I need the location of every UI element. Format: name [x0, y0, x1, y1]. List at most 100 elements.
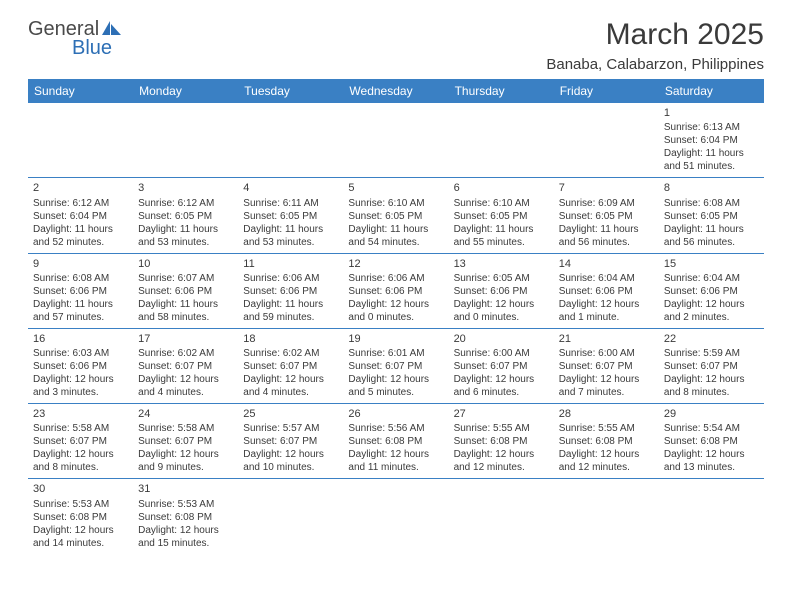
day-info-line: Sunset: 6:06 PM	[348, 285, 443, 298]
day-info-line: Daylight: 12 hours	[138, 524, 233, 537]
day-number: 2	[33, 181, 128, 195]
day-info-line: Sunrise: 6:08 AM	[664, 197, 759, 210]
weekday-header: Friday	[554, 79, 659, 103]
day-info-line: Sunrise: 5:55 AM	[454, 422, 549, 435]
day-info-line: Sunrise: 5:58 AM	[33, 422, 128, 435]
day-info-line: Sunset: 6:08 PM	[348, 435, 443, 448]
calendar-row: 1Sunrise: 6:13 AMSunset: 6:04 PMDaylight…	[28, 103, 764, 178]
day-info-line: and 6 minutes.	[454, 386, 549, 399]
day-info-line: and 11 minutes.	[348, 461, 443, 474]
calendar-cell: 29Sunrise: 5:54 AMSunset: 6:08 PMDayligh…	[659, 404, 764, 479]
day-info-line: Daylight: 12 hours	[138, 373, 233, 386]
calendar-cell: 23Sunrise: 5:58 AMSunset: 6:07 PMDayligh…	[28, 404, 133, 479]
calendar-cell: 5Sunrise: 6:10 AMSunset: 6:05 PMDaylight…	[343, 178, 448, 253]
calendar-cell: 11Sunrise: 6:06 AMSunset: 6:06 PMDayligh…	[238, 253, 343, 328]
day-number: 12	[348, 257, 443, 271]
calendar-cell	[659, 479, 764, 554]
calendar-cell: 17Sunrise: 6:02 AMSunset: 6:07 PMDayligh…	[133, 328, 238, 403]
title-block: March 2025 Banaba, Calabarzon, Philippin…	[546, 18, 764, 73]
day-info-line: Daylight: 11 hours	[664, 147, 759, 160]
day-info-line: Daylight: 11 hours	[138, 223, 233, 236]
calendar-row: 23Sunrise: 5:58 AMSunset: 6:07 PMDayligh…	[28, 404, 764, 479]
day-info-line: Daylight: 12 hours	[243, 373, 338, 386]
calendar-cell: 21Sunrise: 6:00 AMSunset: 6:07 PMDayligh…	[554, 328, 659, 403]
day-info-line: Sunrise: 6:06 AM	[348, 272, 443, 285]
day-info-line: Sunrise: 6:05 AM	[454, 272, 549, 285]
day-number: 13	[454, 257, 549, 271]
calendar-cell: 7Sunrise: 6:09 AMSunset: 6:05 PMDaylight…	[554, 178, 659, 253]
day-number: 8	[664, 181, 759, 195]
day-info-line: and 8 minutes.	[664, 386, 759, 399]
day-info-line: and 56 minutes.	[559, 236, 654, 249]
day-info-line: and 12 minutes.	[454, 461, 549, 474]
calendar-cell: 13Sunrise: 6:05 AMSunset: 6:06 PMDayligh…	[449, 253, 554, 328]
day-info-line: Sunrise: 6:03 AM	[33, 347, 128, 360]
day-number: 10	[138, 257, 233, 271]
calendar-cell: 25Sunrise: 5:57 AMSunset: 6:07 PMDayligh…	[238, 404, 343, 479]
day-info-line: Daylight: 11 hours	[33, 223, 128, 236]
logo: GeneralBlue	[28, 18, 123, 60]
calendar-cell	[449, 103, 554, 178]
day-info-line: Sunset: 6:06 PM	[33, 360, 128, 373]
day-info-line: Sunrise: 5:53 AM	[33, 498, 128, 511]
logo-text-blue: Blue	[72, 37, 112, 59]
day-info-line: and 53 minutes.	[138, 236, 233, 249]
day-number: 27	[454, 407, 549, 421]
day-number: 19	[348, 332, 443, 346]
day-number: 28	[559, 407, 654, 421]
day-info-line: Daylight: 11 hours	[243, 298, 338, 311]
calendar-cell: 10Sunrise: 6:07 AMSunset: 6:06 PMDayligh…	[133, 253, 238, 328]
day-info-line: Daylight: 11 hours	[664, 223, 759, 236]
day-info-line: Sunset: 6:06 PM	[559, 285, 654, 298]
calendar-cell: 18Sunrise: 6:02 AMSunset: 6:07 PMDayligh…	[238, 328, 343, 403]
day-number: 15	[664, 257, 759, 271]
day-info-line: Sunrise: 5:56 AM	[348, 422, 443, 435]
day-number: 1	[664, 106, 759, 120]
day-info-line: and 4 minutes.	[243, 386, 338, 399]
day-info-line: Daylight: 11 hours	[454, 223, 549, 236]
day-info-line: Sunset: 6:08 PM	[454, 435, 549, 448]
day-info-line: Sunset: 6:05 PM	[138, 210, 233, 223]
weekday-header: Sunday	[28, 79, 133, 103]
day-info-line: Sunset: 6:08 PM	[138, 511, 233, 524]
calendar-cell	[343, 479, 448, 554]
calendar-row: 2Sunrise: 6:12 AMSunset: 6:04 PMDaylight…	[28, 178, 764, 253]
day-info-line: Sunset: 6:07 PM	[348, 360, 443, 373]
day-info-line: Sunset: 6:07 PM	[243, 360, 338, 373]
calendar-table: SundayMondayTuesdayWednesdayThursdayFrid…	[28, 79, 764, 554]
day-number: 30	[33, 482, 128, 496]
day-info-line: Sunset: 6:08 PM	[559, 435, 654, 448]
day-info-line: and 10 minutes.	[243, 461, 338, 474]
location: Banaba, Calabarzon, Philippines	[546, 56, 764, 73]
day-info-line: and 55 minutes.	[454, 236, 549, 249]
day-number: 24	[138, 407, 233, 421]
day-info-line: and 8 minutes.	[33, 461, 128, 474]
day-info-line: Sunrise: 6:04 AM	[664, 272, 759, 285]
day-info-line: and 51 minutes.	[664, 160, 759, 173]
day-info-line: Daylight: 12 hours	[559, 373, 654, 386]
day-info-line: Sunrise: 6:13 AM	[664, 121, 759, 134]
month-title: March 2025	[546, 18, 764, 52]
day-number: 31	[138, 482, 233, 496]
day-info-line: Daylight: 12 hours	[559, 448, 654, 461]
day-info-line: and 4 minutes.	[138, 386, 233, 399]
day-info-line: Sunrise: 6:09 AM	[559, 197, 654, 210]
day-info-line: Sunset: 6:05 PM	[664, 210, 759, 223]
day-info-line: Sunrise: 6:10 AM	[454, 197, 549, 210]
day-info-line: Daylight: 12 hours	[348, 448, 443, 461]
day-info-line: and 0 minutes.	[454, 311, 549, 324]
calendar-cell: 14Sunrise: 6:04 AMSunset: 6:06 PMDayligh…	[554, 253, 659, 328]
day-info-line: Sunset: 6:06 PM	[243, 285, 338, 298]
day-info-line: Daylight: 12 hours	[664, 448, 759, 461]
day-info-line: Sunset: 6:05 PM	[454, 210, 549, 223]
day-info-line: Daylight: 11 hours	[138, 298, 233, 311]
day-info-line: Daylight: 12 hours	[33, 448, 128, 461]
calendar-cell: 2Sunrise: 6:12 AMSunset: 6:04 PMDaylight…	[28, 178, 133, 253]
day-info-line: Sunset: 6:06 PM	[138, 285, 233, 298]
day-info-line: Sunrise: 6:07 AM	[138, 272, 233, 285]
calendar-cell: 1Sunrise: 6:13 AMSunset: 6:04 PMDaylight…	[659, 103, 764, 178]
calendar-cell	[554, 479, 659, 554]
day-number: 21	[559, 332, 654, 346]
calendar-cell: 30Sunrise: 5:53 AMSunset: 6:08 PMDayligh…	[28, 479, 133, 554]
day-number: 16	[33, 332, 128, 346]
